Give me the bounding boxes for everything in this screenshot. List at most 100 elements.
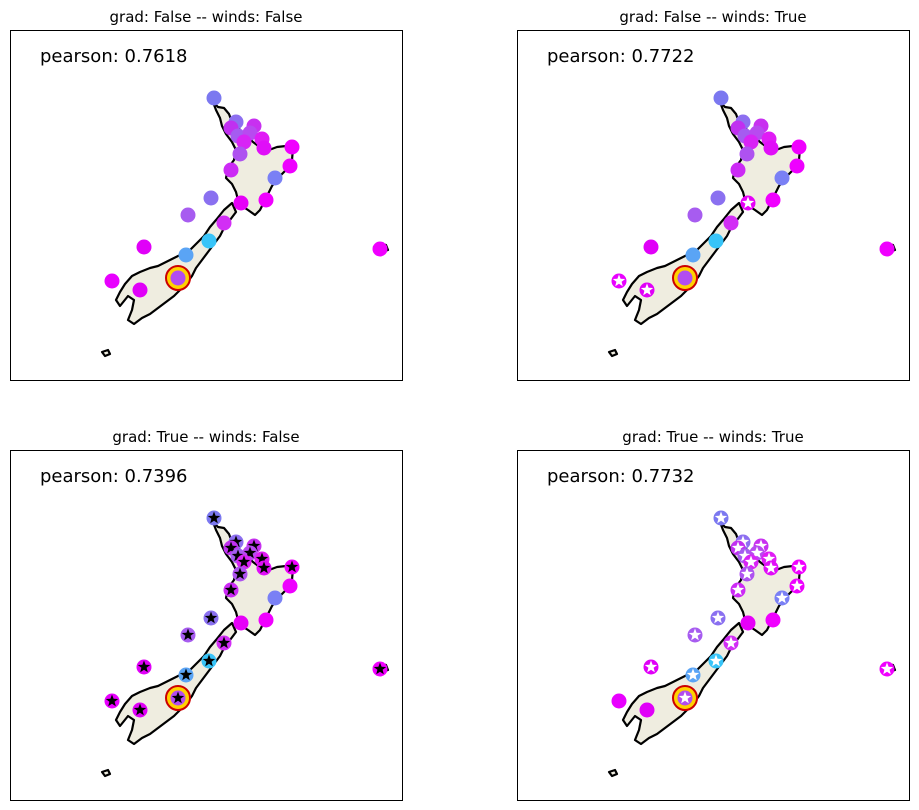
- station-marker: [236, 134, 252, 150]
- station-star-marker: [731, 583, 745, 596]
- station-star-marker: [231, 549, 245, 562]
- station-marker: [267, 590, 283, 606]
- station-star-marker: [229, 535, 243, 548]
- station-star-marker: [740, 567, 754, 580]
- station-star-marker: [202, 654, 216, 667]
- station-star-marker: [237, 555, 251, 568]
- station-star-marker: [243, 546, 257, 559]
- station-star-marker: [640, 283, 654, 296]
- map-panel-4: pearson: 0.7732: [517, 450, 910, 801]
- station-marker: [639, 702, 655, 718]
- station-star-marker: [741, 196, 755, 209]
- map-frame: [517, 450, 910, 801]
- station-marker: [774, 170, 790, 186]
- station-star-marker: [255, 552, 269, 565]
- station-star-marker: [137, 660, 151, 673]
- map-frame: [517, 30, 910, 381]
- stewart-island: [100, 768, 112, 778]
- station-star-marker: [764, 561, 778, 574]
- pearson-label: pearson: 0.7618: [40, 46, 188, 67]
- station-marker: [710, 190, 726, 206]
- station-marker: [765, 192, 781, 208]
- station-marker: [104, 273, 120, 289]
- panel-title-2: grad: False -- winds: True: [619, 8, 807, 26]
- station-marker: [180, 207, 196, 223]
- station-star-marker: [133, 703, 147, 716]
- station-marker: [267, 170, 283, 186]
- station-marker: [282, 578, 298, 594]
- station-star-marker: [224, 541, 238, 554]
- station-star-marker: [257, 561, 271, 574]
- station-marker: [178, 247, 194, 263]
- map-panel-3: pearson: 0.7396: [10, 450, 403, 801]
- station-marker: [233, 195, 249, 211]
- station-star-marker: [373, 662, 387, 675]
- station-marker: [740, 615, 756, 631]
- station-star-marker: [181, 628, 195, 641]
- station-star-marker: [711, 611, 725, 624]
- station-marker: [730, 162, 746, 178]
- station-star-marker: [762, 552, 776, 565]
- station-marker: [372, 241, 388, 257]
- station-marker: [739, 146, 755, 162]
- pearson-label: pearson: 0.7732: [547, 466, 695, 487]
- station-marker: [284, 139, 300, 155]
- pearson-label: pearson: 0.7396: [40, 466, 188, 487]
- station-marker: [203, 190, 219, 206]
- station-star-marker: [678, 691, 692, 704]
- map-frame: [10, 450, 403, 801]
- station-marker: [677, 270, 693, 286]
- station-marker: [765, 612, 781, 628]
- map-layer: [100, 510, 390, 778]
- station-marker: [258, 192, 274, 208]
- station-star-marker: [204, 611, 218, 624]
- station-marker: [879, 241, 895, 257]
- map-panel-2: pearson: 0.7722: [517, 30, 910, 381]
- station-star-marker: [744, 555, 758, 568]
- station-star-marker: [686, 668, 700, 681]
- station-marker: [743, 134, 759, 150]
- station-marker: [708, 233, 724, 249]
- station-star-marker: [709, 654, 723, 667]
- station-marker: [723, 215, 739, 231]
- pearson-label: pearson: 0.7722: [547, 46, 695, 67]
- station-star-marker: [790, 579, 804, 592]
- station-star-marker: [714, 511, 728, 524]
- station-marker: [223, 162, 239, 178]
- map-layer: [607, 510, 897, 778]
- station-star-marker: [644, 660, 658, 673]
- station-star-marker: [688, 628, 702, 641]
- station-star-marker: [736, 535, 750, 548]
- stewart-island: [607, 768, 619, 778]
- station-star-marker: [738, 549, 752, 562]
- station-star-marker: [207, 511, 221, 524]
- station-star-marker: [105, 694, 119, 707]
- station-marker: [282, 158, 298, 174]
- station-star-marker: [217, 636, 231, 649]
- station-marker: [233, 615, 249, 631]
- station-marker: [170, 270, 186, 286]
- station-marker: [643, 239, 659, 255]
- station-star-marker: [285, 560, 299, 573]
- station-star-marker: [792, 560, 806, 573]
- station-marker: [232, 146, 248, 162]
- station-marker: [789, 158, 805, 174]
- map-layer: [607, 90, 897, 358]
- panel-title-1: grad: False -- winds: False: [109, 8, 303, 26]
- stewart-island: [607, 348, 619, 358]
- station-marker: [206, 90, 222, 106]
- map-frame: [10, 30, 403, 381]
- station-star-marker: [775, 591, 789, 604]
- station-star-marker: [233, 567, 247, 580]
- station-star-marker: [171, 691, 185, 704]
- map-panel-1: pearson: 0.7618: [10, 30, 403, 381]
- station-star-marker: [880, 662, 894, 675]
- station-star-marker: [612, 274, 626, 287]
- station-marker: [791, 139, 807, 155]
- station-star-marker: [179, 668, 193, 681]
- station-marker: [611, 693, 627, 709]
- station-marker: [216, 215, 232, 231]
- panel-title-3: grad: True -- winds: False: [112, 428, 300, 446]
- panel-title-4: grad: True -- winds: True: [622, 428, 804, 446]
- station-star-marker: [224, 583, 238, 596]
